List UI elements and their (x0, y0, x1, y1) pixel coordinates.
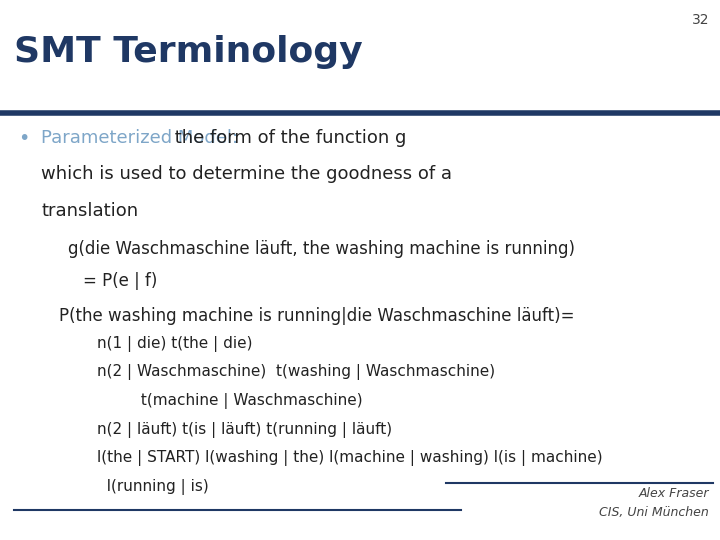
Text: n(2 | Waschmaschine)  t(washing | Waschmaschine): n(2 | Waschmaschine) t(washing | Waschma… (97, 364, 495, 381)
Text: P(the washing machine is running|die Waschmaschine läuft)=: P(the washing machine is running|die Was… (59, 307, 575, 325)
Text: = P(e | f): = P(e | f) (83, 272, 157, 290)
Text: l(running | is): l(running | is) (97, 479, 209, 495)
Text: 32: 32 (692, 14, 709, 28)
Text: n(1 | die) t(the | die): n(1 | die) t(the | die) (97, 336, 253, 352)
Text: Alex Fraser
CIS, Uni München: Alex Fraser CIS, Uni München (600, 487, 709, 519)
Text: Parameterized Model:: Parameterized Model: (41, 129, 238, 146)
Text: translation: translation (41, 202, 138, 220)
Text: SMT Terminology: SMT Terminology (14, 35, 363, 69)
Text: which is used to determine the goodness of a: which is used to determine the goodness … (41, 165, 452, 183)
Text: t(machine | Waschmaschine): t(machine | Waschmaschine) (97, 393, 363, 409)
Text: the form of the function g: the form of the function g (169, 129, 407, 146)
Text: l(the | START) l(washing | the) l(machine | washing) l(is | machine): l(the | START) l(washing | the) l(machin… (97, 450, 603, 467)
Text: •: • (18, 129, 30, 147)
Text: n(2 | läuft) t(is | läuft) t(running | läuft): n(2 | läuft) t(is | läuft) t(running | l… (97, 422, 392, 438)
Text: g(die Waschmaschine läuft, the washing machine is running): g(die Waschmaschine läuft, the washing m… (68, 240, 575, 258)
